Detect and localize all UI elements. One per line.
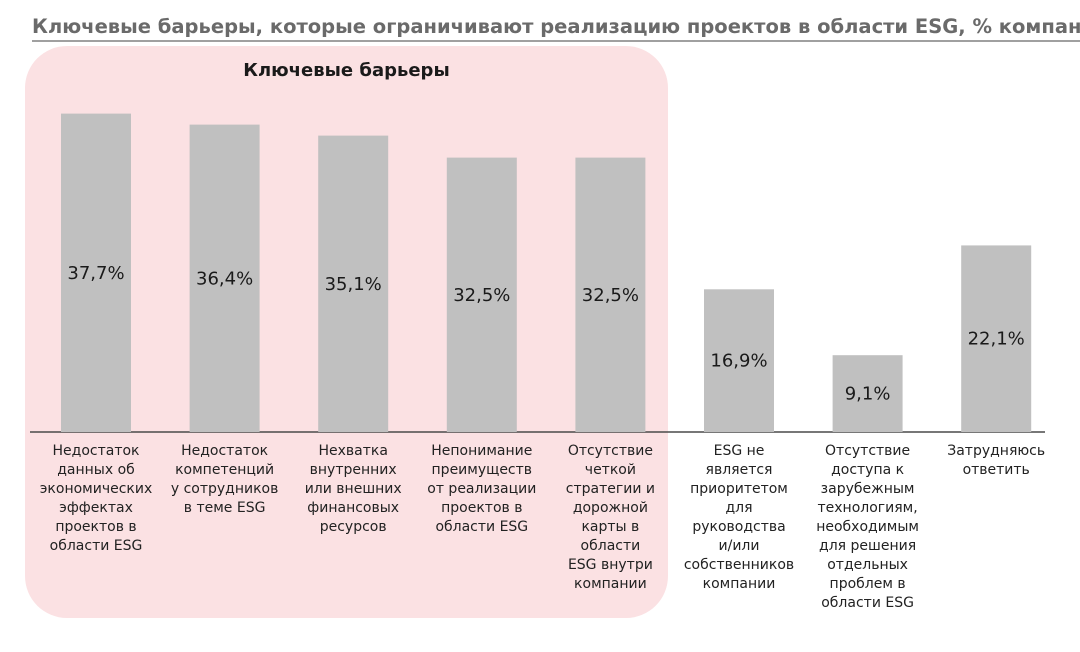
bar-value-label-3: 35,1%	[325, 274, 382, 295]
bar-4	[446, 157, 517, 432]
bar-value-label-2: 36,4%	[196, 268, 253, 289]
bar-6	[704, 289, 774, 432]
bar-1	[61, 113, 131, 432]
category-label-4: Непонимание преимуществ от реализации пр…	[427, 443, 537, 535]
chart-title: Ключевые барьеры, которые ограничивают р…	[32, 14, 1080, 42]
category-label-8: Затрудняюсь ответить	[947, 443, 1046, 478]
bar-value-label-6: 16,9%	[710, 351, 767, 372]
bar-value-label-5: 32,5%	[582, 285, 639, 306]
bar-5	[575, 157, 646, 432]
bar-2	[189, 124, 260, 432]
category-label-6: ESG не является приоритетом для руководс…	[683, 443, 795, 592]
category-label-5: Отсутствие четкой стратегии и дорожной к…	[565, 443, 655, 592]
bar-8	[961, 245, 1032, 432]
bar-value-label-8: 22,1%	[968, 329, 1025, 350]
bar-7	[832, 355, 903, 432]
category-label-1: Недостаток данных об экономических эффек…	[39, 443, 153, 554]
bar-value-label-4: 32,5%	[453, 285, 510, 306]
category-label-7: Отсутствие доступа к зарубежным технолог…	[816, 443, 919, 611]
bar-value-label-1: 37,7%	[67, 263, 124, 284]
category-label-2: Недостаток компетенций у сотрудников в т…	[170, 443, 279, 516]
key-barriers-label: Ключевые барьеры	[243, 60, 450, 81]
category-label-3: Нехватка внутренних или внешних финансов…	[304, 443, 402, 535]
bar-value-label-7: 9,1%	[845, 384, 891, 405]
bar-3	[318, 135, 389, 432]
